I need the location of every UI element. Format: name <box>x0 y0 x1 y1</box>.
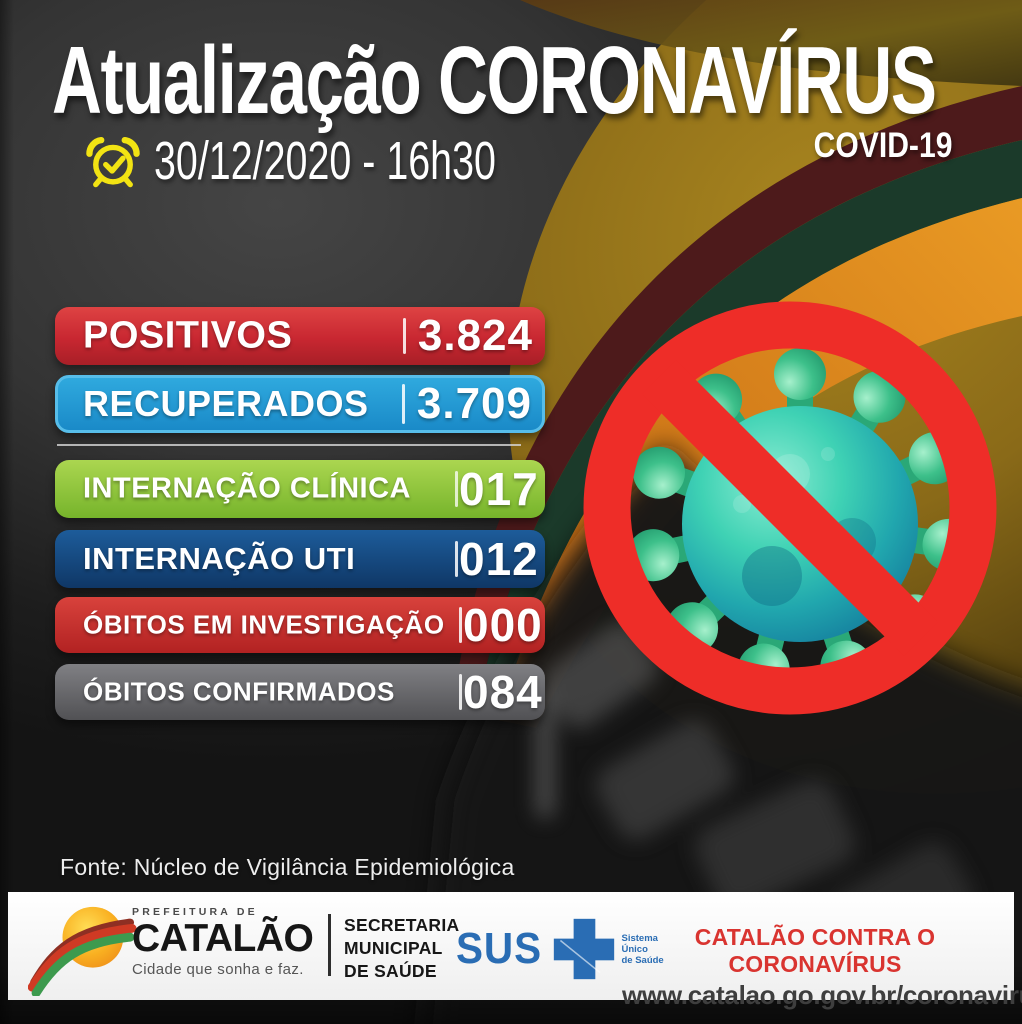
sus-logo: SUS Sistema Único de Saúde <box>456 916 664 982</box>
stat-bar-internacao-uti: INTERNAÇÃO UTI 012 <box>55 530 545 588</box>
secretaria-line: SECRETARIA <box>344 915 460 935</box>
stat-label: ÓBITOS CONFIRMADOS <box>83 676 395 707</box>
prefeitura-name: CATALÃO <box>132 917 314 960</box>
sus-caption-line: Sistema <box>621 932 658 944</box>
sus-caption-line: de Saúde <box>621 954 664 966</box>
stat-value: 3.709 <box>416 379 532 428</box>
alarm-clock-check-icon <box>86 136 140 188</box>
update-datetime-row: 30/12/2020 - 16h30 <box>84 130 622 192</box>
source-note: Fonte: Núcleo de Vigilância Epidemiológi… <box>60 854 515 880</box>
secretaria-label: SECRETARIA MUNICIPAL DE SAÚDE <box>344 914 459 983</box>
page-title: Atualização CORONAVÍRUS <box>52 27 937 134</box>
sus-caption: Sistema Único de Saúde <box>621 933 663 966</box>
stat-label: ÓBITOS EM INVESTIGAÇÃO <box>83 609 445 640</box>
divider <box>459 607 462 643</box>
section-separator-line <box>57 444 521 446</box>
divider <box>459 674 462 710</box>
divider <box>402 384 405 424</box>
stat-label: INTERNAÇÃO UTI <box>83 541 356 576</box>
secretaria-line: DE SAÚDE <box>344 961 437 981</box>
stat-label: INTERNAÇÃO CLÍNICA <box>83 472 411 505</box>
stat-bar-internacao-clinica: INTERNAÇÃO CLÍNICA 017 <box>55 460 545 518</box>
stat-value: 017 <box>459 463 539 515</box>
prefeitura-logo-text: PREFEITURA DE CATALÃO Cidade que sonha e… <box>132 906 314 978</box>
stat-bar-positivos: POSITIVOS 3.824 <box>55 307 545 365</box>
stat-value: 3.824 <box>417 311 533 360</box>
stat-label: POSITIVOS <box>83 314 293 357</box>
stat-value: 084 <box>463 666 543 718</box>
divider <box>455 471 458 507</box>
stat-bar-obitos-confirmados: ÓBITOS CONFIRMADOS 084 <box>55 664 545 720</box>
sus-caption-line: Único <box>621 943 648 955</box>
catalao-sun-swoosh-logo <box>28 906 137 996</box>
covid-19-badge: COVID-19 <box>813 126 952 165</box>
campaign-block: CATALÃO CONTRA O CORONAVÍRUS www.catalao… <box>622 924 1022 1011</box>
sus-wordmark: SUS <box>456 924 543 973</box>
update-datetime: 30/12/2020 - 16h30 <box>154 131 496 191</box>
stat-value: 000 <box>463 599 543 651</box>
stat-value: 012 <box>459 533 539 585</box>
prefeitura-small-label: PREFEITURA DE <box>132 906 258 918</box>
stat-bar-recuperados: RECUPERADOS 3.709 <box>55 375 545 433</box>
sus-cross-icon <box>554 918 615 980</box>
campaign-url: www.catalao.go.gov.br/coronavirus <box>622 980 1022 1010</box>
divider <box>455 541 458 577</box>
stat-label: RECUPERADOS <box>83 383 369 424</box>
prefeitura-slogan: Cidade que sonha e faz. <box>132 961 304 978</box>
secretaria-line: MUNICIPAL <box>344 938 443 958</box>
divider <box>403 318 406 354</box>
campaign-slogan: CATALÃO CONTRA O CORONAVÍRUS <box>694 924 936 977</box>
footer-bar: PREFEITURA DE CATALÃO Cidade que sonha e… <box>8 892 1022 1010</box>
footer-divider <box>328 914 331 976</box>
stat-bar-obitos-investigacao: ÓBITOS EM INVESTIGAÇÃO 000 <box>55 597 545 653</box>
